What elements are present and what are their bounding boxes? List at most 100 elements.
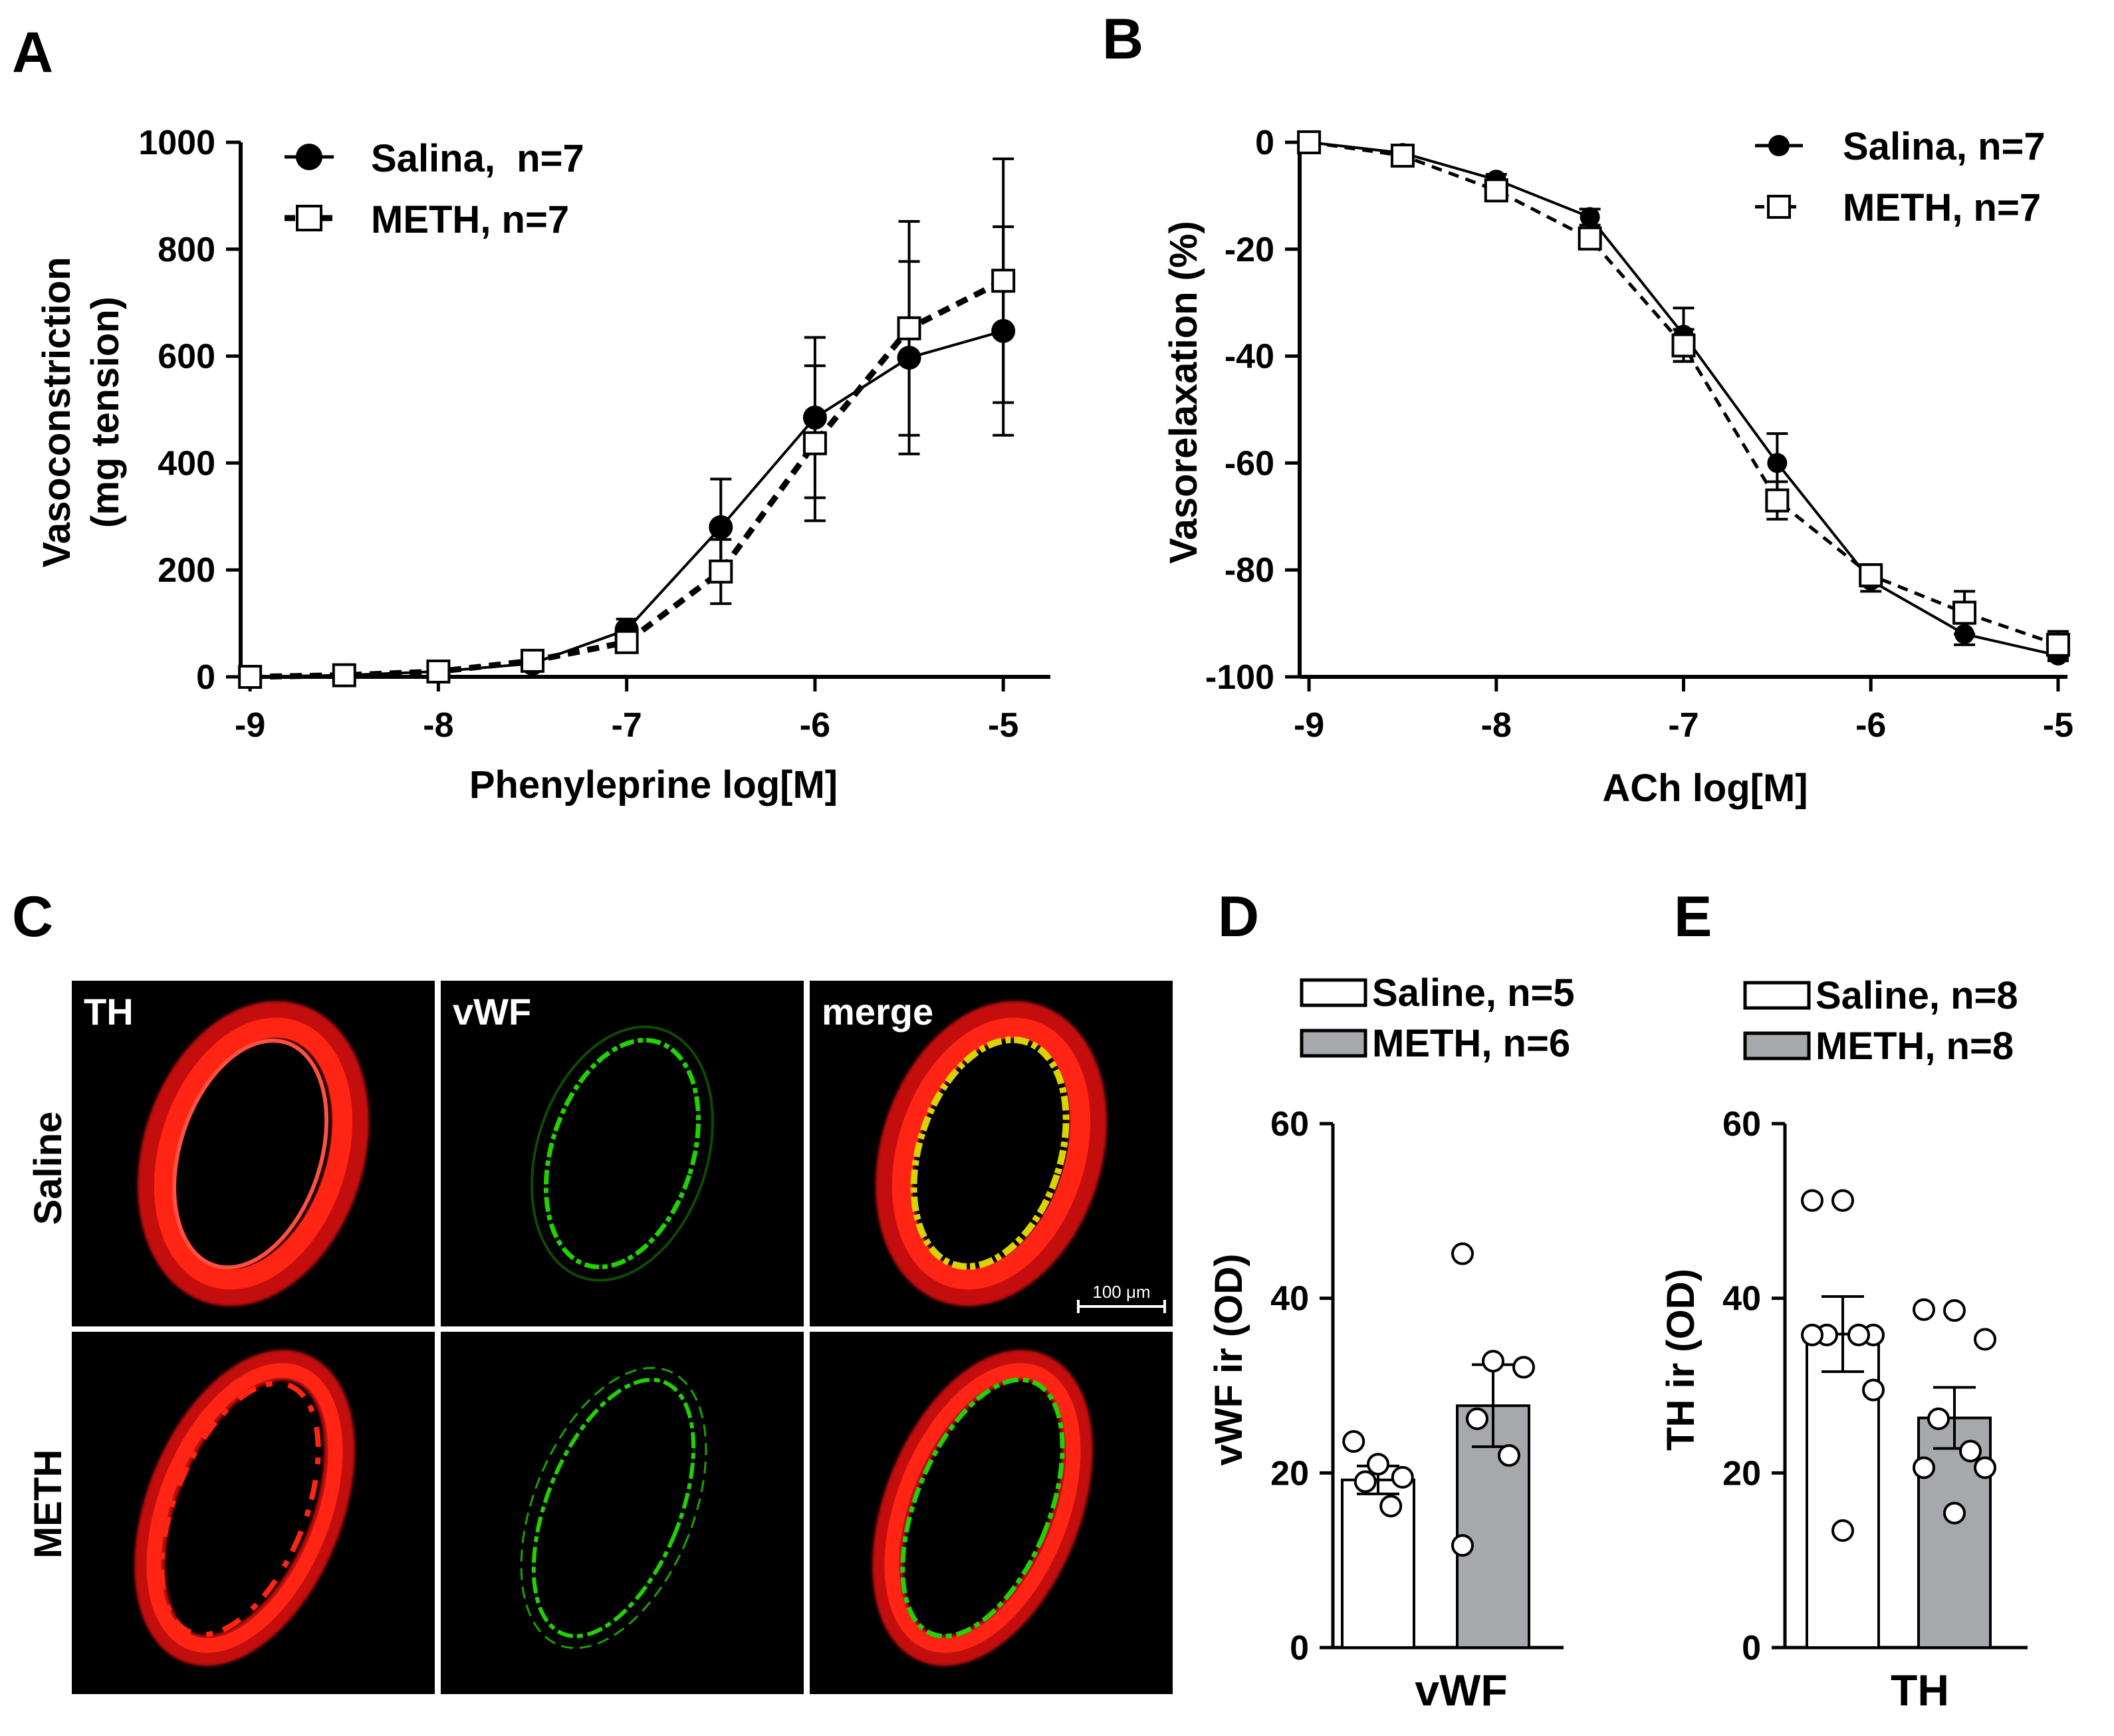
legend-marker-salina: [1768, 135, 1790, 156]
y-axis-title: vWF ir (OD): [1207, 1254, 1250, 1466]
data-point: [1498, 1444, 1520, 1467]
data-point: [1862, 1378, 1885, 1402]
y-tick-label: 800: [158, 231, 215, 269]
data-point: [897, 316, 921, 340]
data-point: [991, 269, 1016, 293]
data-point: [1390, 144, 1415, 168]
legend-swatch-meth: [1300, 1029, 1367, 1058]
data-point: [709, 515, 733, 539]
legend-swatch-saline: [1300, 978, 1367, 1007]
bar: [1341, 1478, 1415, 1650]
legend-label-meth: METH, n=7: [1843, 186, 2041, 229]
legend: Salina, n=7 METH, n=7: [285, 137, 584, 241]
series-line: [1308, 140, 2059, 647]
series-salina: [238, 225, 1016, 689]
data-point: [1913, 1298, 1935, 1321]
bar-group-saline: [1341, 1430, 1415, 1650]
data-point: [1353, 1470, 1377, 1493]
axes: 0 20 40 60: [1722, 1105, 2028, 1668]
legend-label-salina: Salina, n=7: [371, 137, 584, 180]
data-point: [1765, 488, 1790, 513]
y-tick-label: 1000: [138, 124, 215, 162]
legend-label-meth: METH, n=8: [1816, 1025, 2014, 1068]
x-tick-label: -6: [1855, 706, 1886, 745]
column-label-merge: merge: [822, 991, 933, 1033]
y-tick-label: 20: [1722, 1454, 1761, 1493]
panel-letter-b: B: [1102, 7, 1143, 71]
panel-letter-d: D: [1218, 885, 1259, 949]
data-point: [1451, 1534, 1474, 1557]
y-tick-label: 200: [158, 551, 215, 590]
data-point: [1801, 1189, 1823, 1212]
data-point: [1859, 563, 1883, 588]
data-point: [1379, 1495, 1403, 1518]
y-tick-label: 0: [196, 658, 215, 697]
legend-swatch-meth: [1743, 1031, 1811, 1060]
y-tick-label: 0: [1255, 124, 1274, 162]
image-meth-vwf: [441, 1332, 804, 1694]
data-point: [332, 663, 356, 687]
image-saline-th: TH: [72, 981, 435, 1326]
legend-marker-salina: [296, 144, 322, 170]
y-axis-title: TH ir (OD): [1659, 1269, 1703, 1451]
legend: Salina, n=7 METH, n=7: [1755, 125, 2046, 229]
x-axis-title: Phenyleprine log[M]: [469, 763, 838, 806]
row-label-meth: METH: [27, 1449, 70, 1558]
panel-letter-c: C: [12, 885, 53, 949]
series-meth: [238, 157, 1016, 689]
legend-label-meth: METH, n=7: [371, 198, 569, 241]
data-point: [1580, 207, 1600, 227]
panel-e-chart: 0 20 40 60 TH TH ir (OD) Saline, n=8 METH, …: [1659, 974, 2028, 1715]
x-tick-label: -7: [1668, 706, 1699, 745]
legend-label-meth: METH, n=6: [1372, 1022, 1570, 1065]
legend-marker-meth: [296, 205, 322, 231]
column-label-th: TH: [84, 991, 134, 1033]
data-point: [1484, 178, 1508, 203]
y-tick-label: 0: [1742, 1629, 1761, 1668]
legend-label-salina: Salina, n=7: [1843, 125, 2046, 168]
data-point: [1297, 130, 1322, 154]
bars-layer: [1341, 1242, 1535, 1650]
data-point: [1367, 1453, 1389, 1476]
x-tick-label: -9: [1294, 706, 1324, 745]
x-category-label: vWF: [1415, 1666, 1507, 1715]
data-point: [1974, 1328, 1996, 1351]
y-tick-label: 400: [158, 444, 215, 483]
data-point: [1512, 1356, 1535, 1379]
row-label-saline: Saline: [27, 1112, 70, 1225]
scale-bar: 100 μm: [1077, 1282, 1166, 1313]
x-tick-label: -8: [423, 706, 453, 745]
x-tick-label: -7: [612, 706, 642, 745]
data-point: [1831, 1189, 1854, 1212]
x-tick-label: -9: [235, 706, 265, 745]
image-saline-vwf: vWF: [441, 981, 804, 1326]
x-tick-label: -6: [800, 706, 830, 745]
data-point: [1927, 1407, 1950, 1430]
y-tick-label: -40: [1225, 338, 1274, 376]
bar-group-meth: [1913, 1298, 1996, 1649]
data-point: [1952, 600, 1977, 625]
data-point: [1342, 1430, 1365, 1453]
y-tick-label: 60: [1722, 1105, 1761, 1144]
data-point: [1959, 1439, 1982, 1463]
panel-d-chart: 0 20 40 60 vWF vWF ir (OD) Saline, n=5 METH…: [1207, 971, 1575, 1715]
y-tick-label: 600: [158, 338, 215, 376]
data-point: [802, 431, 827, 455]
data-point: [1831, 1519, 1854, 1543]
panel-a-chart: -9 -8 -7 -6 -5 0 200 400 600 800 1000 Phenyleprine…: [35, 124, 1050, 806]
x-tick-label: -8: [1481, 706, 1512, 745]
data-point: [238, 665, 263, 689]
series-layer: [1297, 130, 2070, 666]
image-meth-th: [72, 1332, 435, 1694]
x-tick-label: -5: [988, 706, 1018, 745]
series-layer: [238, 157, 1016, 689]
column-label-vwf: vWF: [453, 991, 531, 1033]
data-point: [426, 659, 451, 683]
y-tick-label: 20: [1270, 1454, 1309, 1493]
data-point: [521, 648, 545, 673]
x-category-label: TH: [1891, 1666, 1949, 1715]
bars-layer: [1801, 1189, 1996, 1649]
panel-letter-a: A: [12, 21, 53, 84]
image-meth-merge: [810, 1332, 1173, 1694]
x-axis-title: ACh log[M]: [1602, 767, 1808, 810]
